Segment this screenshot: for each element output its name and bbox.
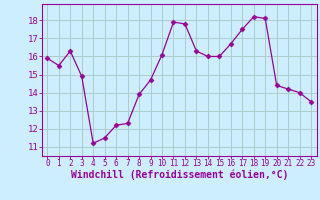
X-axis label: Windchill (Refroidissement éolien,°C): Windchill (Refroidissement éolien,°C): [70, 170, 288, 180]
